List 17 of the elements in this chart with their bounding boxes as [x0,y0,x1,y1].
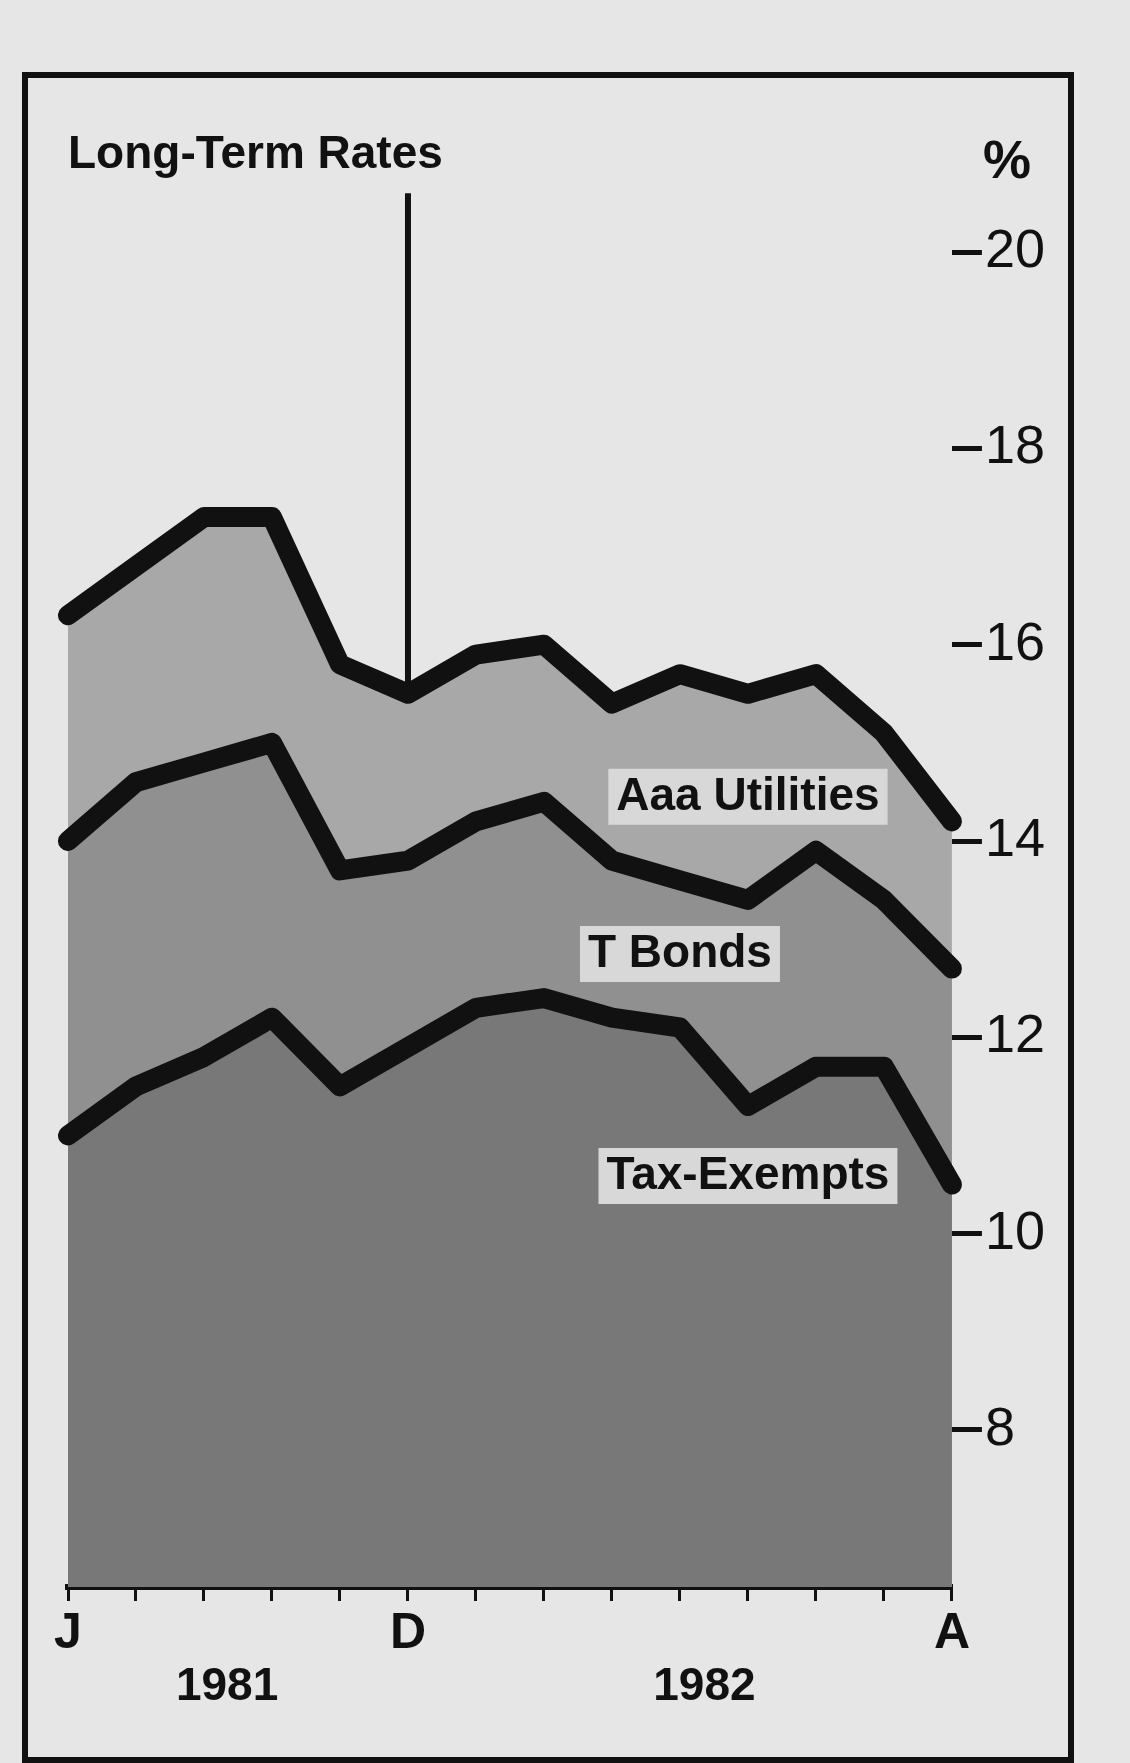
y-tick-label: 12 [984,1003,1046,1064]
y-tick-label: 14 [984,806,1046,867]
text: 1982 [653,1657,756,1710]
series-label: Aaa Utilities [616,767,880,820]
y-tick-label: 18 [984,414,1046,475]
text: 1981 [175,1657,279,1710]
series-label: Tax-Exempts [606,1146,890,1199]
series-label: T Bonds [587,924,772,977]
y-tick-label: 8 [984,1395,1015,1456]
chart-title: Long-Term Rates [68,126,443,179]
y-tick-label: 10 [984,1199,1046,1260]
y-tick-label: 20 [984,217,1046,278]
x-tick-label: D [389,1602,427,1659]
y-tick-label: 16 [984,610,1046,671]
x-tick-label: J [54,1602,82,1659]
x-tick-label: A [933,1602,970,1659]
y-axis-title: % [982,129,1031,190]
